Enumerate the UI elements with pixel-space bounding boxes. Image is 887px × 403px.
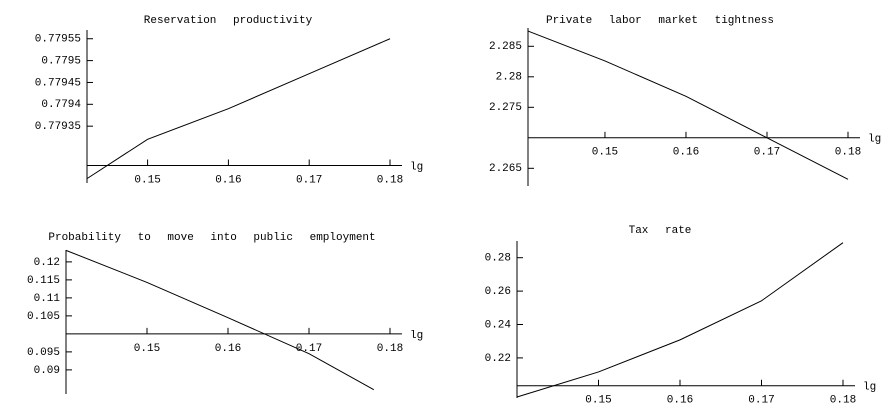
data-line	[516, 242, 844, 398]
x-tick-label: 0.15	[585, 395, 611, 403]
y-tick-label: 0.77955	[35, 34, 81, 46]
chart-title: Tax rate	[629, 225, 692, 237]
x-tick-label: 0.16	[215, 343, 241, 355]
x-tick-label: 0.15	[134, 174, 160, 186]
x-axis-label: lg	[410, 161, 423, 173]
chart-title: Private labor market tightness	[546, 15, 774, 27]
x-tick-label: 0.16	[667, 395, 693, 403]
y-tick-label: 0.09	[34, 365, 60, 377]
y-tick-label: 0.7794	[41, 99, 81, 111]
y-tick-label: 0.105	[27, 311, 60, 323]
x-tick-label: 0.18	[377, 343, 403, 355]
y-tick-label: 2.285	[489, 41, 522, 53]
x-axis-label: lg	[863, 382, 876, 394]
x-tick-label: 0.18	[377, 174, 403, 186]
x-axis-label: lg	[868, 134, 881, 146]
x-tick-label: 0.16	[215, 174, 241, 186]
data-line	[86, 38, 391, 180]
y-tick-label: 0.095	[27, 347, 60, 359]
data-line	[527, 30, 849, 180]
x-tick-label: 0.17	[296, 174, 322, 186]
y-tick-label: 2.28	[496, 72, 522, 84]
data-line	[65, 249, 375, 391]
x-tick-label: 0.17	[296, 343, 322, 355]
x-tick-label: 0.18	[835, 147, 861, 159]
x-tick-label: 0.16	[673, 147, 699, 159]
y-tick-label: 0.22	[485, 353, 511, 365]
x-tick-label: 0.18	[830, 395, 856, 403]
x-tick-label: 0.17	[754, 147, 780, 159]
y-tick-label: 0.115	[27, 275, 60, 287]
y-tick-label: 0.11	[34, 293, 61, 305]
y-tick-label: 0.7795	[41, 56, 81, 68]
y-tick-label: 2.275	[489, 102, 522, 114]
y-tick-label: 0.26	[485, 286, 511, 298]
x-tick-label: 0.17	[748, 395, 774, 403]
y-tick-label: 0.24	[485, 319, 512, 331]
y-tick-label: 0.77935	[35, 121, 81, 133]
x-tick-label: 0.15	[134, 343, 160, 355]
x-axis-label: lg	[410, 330, 423, 342]
chart-title: Probability to move into public employme…	[48, 232, 375, 244]
y-tick-label: 2.265	[489, 163, 522, 175]
chart-title: Reservation productivity	[144, 15, 313, 27]
y-tick-label: 0.77945	[35, 77, 81, 89]
x-tick-label: 0.15	[592, 147, 618, 159]
y-tick-label: 0.28	[485, 253, 511, 265]
y-tick-label: 0.12	[34, 257, 60, 269]
